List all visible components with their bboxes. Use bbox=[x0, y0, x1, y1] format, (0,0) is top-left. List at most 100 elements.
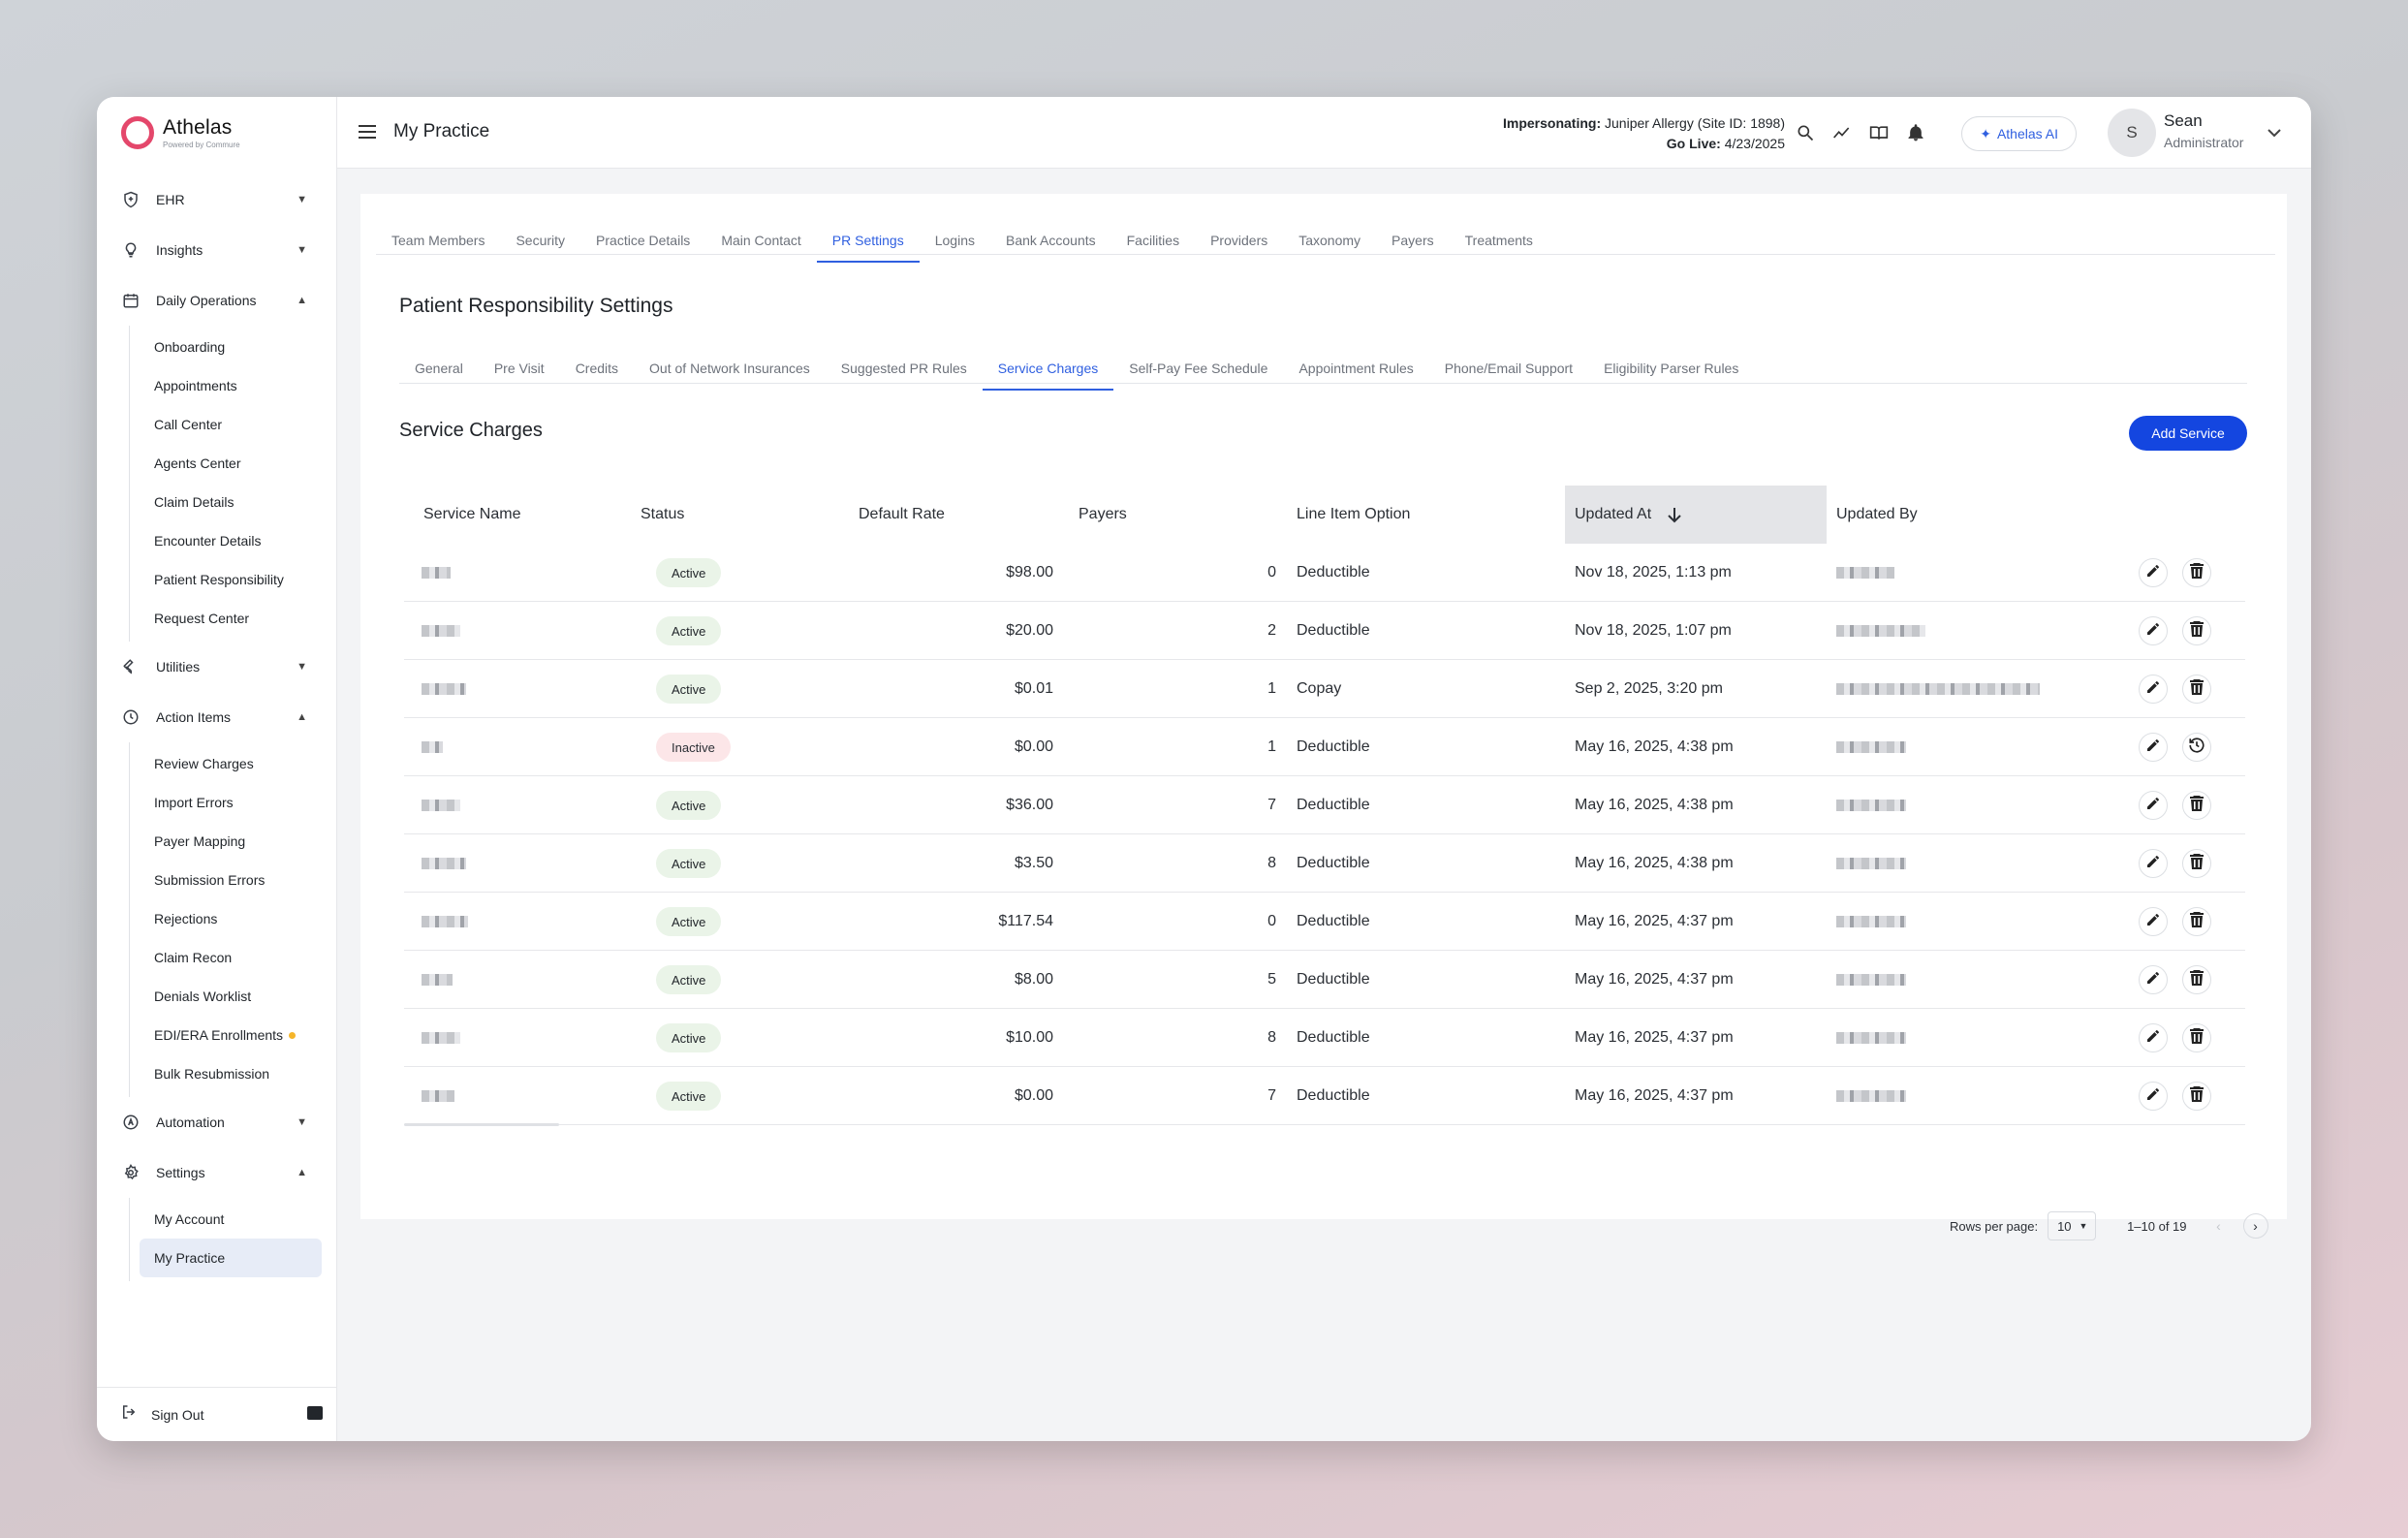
tab-security[interactable]: Security bbox=[516, 233, 566, 248]
service-name-cell bbox=[422, 602, 635, 660]
edit-button[interactable] bbox=[2139, 1082, 2168, 1111]
col-updated-by[interactable]: Updated By bbox=[1836, 506, 1918, 522]
delete-button[interactable] bbox=[2182, 1023, 2211, 1052]
subtab-out-of-network[interactable]: Out of Network Insurances bbox=[649, 361, 810, 376]
tab-logins[interactable]: Logins bbox=[934, 233, 975, 248]
sidebar-item-agents-center[interactable]: Agents Center bbox=[154, 455, 241, 471]
sign-out-icon bbox=[120, 1403, 138, 1426]
tab-practice-details[interactable]: Practice Details bbox=[596, 233, 691, 248]
rows-per-page-select[interactable]: 10 ▼ bbox=[2048, 1211, 2097, 1240]
sidebar-item-call-center[interactable]: Call Center bbox=[154, 417, 223, 432]
tab-team-members[interactable]: Team Members bbox=[391, 233, 485, 248]
edit-button[interactable] bbox=[2139, 849, 2168, 878]
updated-at-cell: Sep 2, 2025, 3:20 pm bbox=[1575, 680, 1723, 697]
sidebar-item-my-account[interactable]: My Account bbox=[154, 1211, 225, 1227]
pagination: Rows per page: 10 ▼ 1–10 of 19 ‹ › bbox=[1950, 1211, 2268, 1240]
subtab-pre-visit[interactable]: Pre Visit bbox=[493, 361, 545, 376]
tab-pr-settings[interactable]: PR Settings bbox=[816, 233, 920, 263]
col-status[interactable]: Status bbox=[641, 506, 685, 522]
sidebar-item-bulk-resubmission[interactable]: Bulk Resubmission bbox=[154, 1066, 270, 1082]
subtab-service-charges[interactable]: Service Charges bbox=[982, 361, 1113, 391]
chevron-down-icon[interactable] bbox=[2267, 126, 2282, 141]
sidebar-item-patient-responsibility[interactable]: Patient Responsibility bbox=[154, 572, 284, 587]
user-menu[interactable]: Sean Administrator bbox=[2164, 111, 2280, 150]
col-line-item-option[interactable]: Line Item Option bbox=[1297, 506, 1411, 522]
delete-button[interactable] bbox=[2182, 558, 2211, 587]
sidebar-item-claim-details[interactable]: Claim Details bbox=[154, 494, 235, 510]
trend-icon[interactable] bbox=[1829, 120, 1855, 145]
delete-button[interactable] bbox=[2182, 616, 2211, 645]
sidebar-item-appointments[interactable]: Appointments bbox=[154, 378, 237, 393]
sign-out-button[interactable]: Sign Out bbox=[97, 1387, 336, 1441]
sidebar-item-import-errors[interactable]: Import Errors bbox=[154, 795, 234, 810]
sidebar-item-claim-recon[interactable]: Claim Recon bbox=[154, 950, 233, 965]
col-updated-at[interactable]: Updated At bbox=[1565, 486, 1827, 544]
sidebar-item-onboarding[interactable]: Onboarding bbox=[154, 339, 226, 355]
sidebar-item-rejections[interactable]: Rejections bbox=[154, 911, 218, 926]
add-service-button[interactable]: Add Service bbox=[2129, 416, 2247, 451]
subtab-suggested-pr-rules[interactable]: Suggested PR Rules bbox=[840, 361, 967, 376]
subtab-appointment-rules[interactable]: Appointment Rules bbox=[1298, 361, 1414, 376]
subtab-eligibility-parser-rules[interactable]: Eligibility Parser Rules bbox=[1604, 361, 1739, 376]
col-service-name[interactable]: Service Name bbox=[423, 506, 521, 522]
sidebar-group-daily-operations[interactable]: Daily Operations ▲ bbox=[97, 275, 336, 326]
sidebar-item-request-center[interactable]: Request Center bbox=[154, 611, 250, 626]
default-rate-cell: $8.00 bbox=[1014, 971, 1053, 988]
sidebar-item-my-practice[interactable]: My Practice bbox=[140, 1239, 322, 1277]
edit-button[interactable] bbox=[2139, 907, 2168, 936]
tab-main-contact[interactable]: Main Contact bbox=[721, 233, 801, 248]
sidebar-item-submission-errors[interactable]: Submission Errors bbox=[154, 872, 266, 888]
search-icon[interactable] bbox=[1793, 120, 1818, 145]
tab-payers[interactable]: Payers bbox=[1392, 233, 1434, 248]
delete-button[interactable] bbox=[2182, 791, 2211, 820]
settings-title: Patient Responsibility Settings bbox=[399, 295, 673, 317]
trash-icon bbox=[2189, 969, 2205, 991]
tab-taxonomy[interactable]: Taxonomy bbox=[1298, 233, 1361, 248]
col-payers[interactable]: Payers bbox=[1079, 506, 1127, 522]
sidebar-group-utilities[interactable]: Utilities ▼ bbox=[97, 642, 336, 692]
subtab-self-pay-fee-schedule[interactable]: Self-Pay Fee Schedule bbox=[1129, 361, 1268, 376]
avatar[interactable]: S bbox=[2108, 109, 2156, 157]
next-page-button[interactable]: › bbox=[2242, 1213, 2268, 1239]
delete-button[interactable] bbox=[2182, 675, 2211, 704]
bell-icon[interactable] bbox=[1903, 120, 1928, 145]
edit-button[interactable] bbox=[2139, 675, 2168, 704]
tab-treatments[interactable]: Treatments bbox=[1464, 233, 1533, 248]
sidebar-item-edi-era-enrollments[interactable]: EDI/ERA Enrollments bbox=[130, 1016, 336, 1054]
tab-providers[interactable]: Providers bbox=[1210, 233, 1268, 248]
book-icon[interactable] bbox=[1866, 120, 1892, 145]
sidebar-group-ehr[interactable]: EHR ▼ bbox=[97, 174, 336, 225]
prev-page-button[interactable]: ‹ bbox=[2216, 1218, 2221, 1234]
subtab-credits[interactable]: Credits bbox=[575, 361, 619, 376]
delete-button[interactable] bbox=[2182, 1082, 2211, 1111]
col-default-rate[interactable]: Default Rate bbox=[859, 506, 945, 522]
subtab-phone-email-support[interactable]: Phone/Email Support bbox=[1444, 361, 1574, 376]
menu-icon[interactable] bbox=[359, 125, 376, 139]
delete-button[interactable] bbox=[2182, 849, 2211, 878]
restore-button[interactable] bbox=[2182, 733, 2211, 762]
sidebar-item-review-charges[interactable]: Review Charges bbox=[154, 756, 254, 771]
status-cell: Active bbox=[656, 834, 811, 893]
delete-button[interactable] bbox=[2182, 965, 2211, 994]
edit-button[interactable] bbox=[2139, 558, 2168, 587]
chat-icon[interactable] bbox=[307, 1406, 323, 1420]
tab-facilities[interactable]: Facilities bbox=[1126, 233, 1180, 248]
subtab-general[interactable]: General bbox=[415, 361, 463, 376]
logo[interactable]: Athelas Powered by Commure bbox=[121, 116, 240, 149]
edit-button[interactable] bbox=[2139, 791, 2168, 820]
sidebar-group-action-items[interactable]: Action Items ▲ bbox=[97, 692, 336, 742]
sidebar-group-settings[interactable]: Settings ▲ bbox=[97, 1147, 336, 1198]
sidebar-group-insights[interactable]: Insights ▼ bbox=[97, 225, 336, 275]
sidebar-item-payer-mapping[interactable]: Payer Mapping bbox=[154, 833, 246, 849]
edit-button[interactable] bbox=[2139, 733, 2168, 762]
athelas-ai-button[interactable]: ✦ Athelas AI bbox=[1961, 116, 2077, 151]
edit-button[interactable] bbox=[2139, 1023, 2168, 1052]
sidebar-item-denials-worklist[interactable]: Denials Worklist bbox=[154, 989, 252, 1004]
table-scrollbar[interactable] bbox=[404, 1123, 559, 1126]
edit-button[interactable] bbox=[2139, 965, 2168, 994]
tab-bank-accounts[interactable]: Bank Accounts bbox=[1006, 233, 1096, 248]
sidebar-item-encounter-details[interactable]: Encounter Details bbox=[154, 533, 262, 549]
sidebar-group-automation[interactable]: Automation ▼ bbox=[97, 1097, 336, 1147]
edit-button[interactable] bbox=[2139, 616, 2168, 645]
delete-button[interactable] bbox=[2182, 907, 2211, 936]
